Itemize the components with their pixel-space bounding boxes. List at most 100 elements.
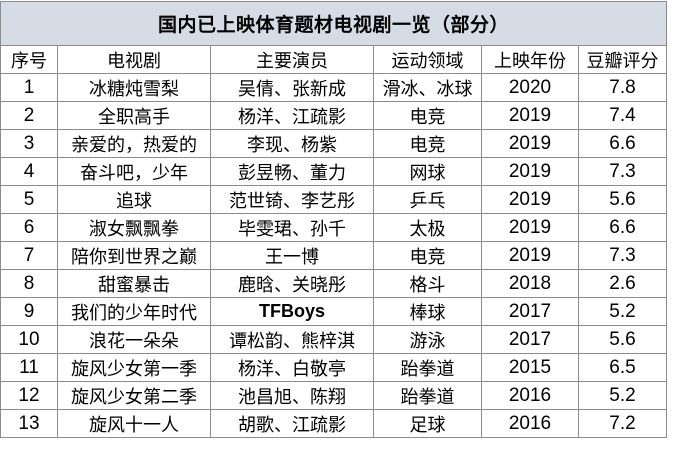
cell-rating[interactable]: 7.2: [578, 409, 667, 438]
cell-actors[interactable]: 胡歌、江疏影: [210, 409, 374, 438]
cell-actors[interactable]: 鹿晗、关晓彤: [210, 269, 374, 298]
header-cell-sport[interactable]: 运动领域: [373, 45, 482, 74]
table-title[interactable]: 国内已上映体育题材电视剧一览（部分）: [0, 1, 667, 46]
title-row: 国内已上映体育题材电视剧一览（部分）: [0, 1, 667, 46]
cell-rating[interactable]: 6.6: [578, 129, 667, 158]
cell-sport[interactable]: 游泳: [373, 325, 482, 354]
cell-drama[interactable]: 奋斗吧，少年: [57, 157, 211, 186]
cell-year[interactable]: 2019: [481, 101, 579, 130]
header-cell-drama[interactable]: 电视剧: [57, 45, 211, 74]
table-row: 5 追球 范世锜、李艺彤 乒乓 2019 5.6: [0, 185, 667, 214]
cell-drama[interactable]: 旋风十一人: [57, 409, 211, 438]
cell-no[interactable]: 6: [0, 213, 58, 242]
cell-sport[interactable]: 电竞: [373, 129, 482, 158]
table-row: 4 奋斗吧，少年 彭昱畅、董力 网球 2019 7.3: [0, 157, 667, 186]
cell-rating[interactable]: 5.2: [578, 381, 667, 410]
cell-drama[interactable]: 冰糖炖雪梨: [57, 73, 211, 102]
header-cell-year[interactable]: 上映年份: [481, 45, 579, 74]
cell-no[interactable]: 9: [0, 297, 58, 326]
cell-actors[interactable]: 杨洋、白敬亭: [210, 353, 374, 382]
cell-drama[interactable]: 淑女飘飘拳: [57, 213, 211, 242]
table-row: 6 淑女飘飘拳 毕雯珺、孙千 太极 2019 6.6: [0, 213, 667, 242]
cell-sport[interactable]: 滑冰、冰球: [373, 73, 482, 102]
cell-no[interactable]: 10: [0, 325, 58, 354]
header-row: 序号 电视剧 主要演员 运动领域 上映年份 豆瓣评分: [0, 45, 667, 74]
cell-year[interactable]: 2019: [481, 129, 579, 158]
cell-sport[interactable]: 电竞: [373, 101, 482, 130]
cell-rating[interactable]: 5.2: [578, 297, 667, 326]
cell-actors[interactable]: 谭松韵、熊梓淇: [210, 325, 374, 354]
header-cell-rating[interactable]: 豆瓣评分: [578, 45, 667, 74]
table-row: 3 亲爱的，热爱的 李现、杨紫 电竞 2019 6.6: [0, 129, 667, 158]
cell-rating[interactable]: 5.6: [578, 185, 667, 214]
cell-no[interactable]: 13: [0, 409, 58, 438]
cell-drama[interactable]: 旋风少女第二季: [57, 381, 211, 410]
table-row: 2 全职高手 杨洋、江疏影 电竞 2019 7.4: [0, 101, 667, 130]
cell-rating[interactable]: 6.5: [578, 353, 667, 382]
cell-drama[interactable]: 陪你到世界之巅: [57, 241, 211, 270]
cell-year[interactable]: 2017: [481, 325, 579, 354]
cell-drama[interactable]: 旋风少女第一季: [57, 353, 211, 382]
header-cell-no[interactable]: 序号: [0, 45, 58, 74]
drama-table: 国内已上映体育题材电视剧一览（部分） 序号 电视剧 主要演员 运动领域 上映年份…: [0, 1, 667, 438]
cell-rating[interactable]: 7.3: [578, 241, 667, 270]
cell-year[interactable]: 2019: [481, 157, 579, 186]
cell-year[interactable]: 2019: [481, 213, 579, 242]
cell-actors[interactable]: 池昌旭、陈翔: [210, 381, 374, 410]
cell-rating[interactable]: 6.6: [578, 213, 667, 242]
cell-drama[interactable]: 全职高手: [57, 101, 211, 130]
cell-actors[interactable]: TFBoys: [210, 297, 374, 326]
cell-year[interactable]: 2016: [481, 381, 579, 410]
cell-actors[interactable]: 毕雯珺、孙千: [210, 213, 374, 242]
cell-no[interactable]: 11: [0, 353, 58, 382]
cell-rating[interactable]: 7.8: [578, 73, 667, 102]
cell-actors[interactable]: 吴倩、张新成: [210, 73, 374, 102]
cell-year[interactable]: 2017: [481, 297, 579, 326]
cell-no[interactable]: 2: [0, 101, 58, 130]
table-row: 8 甜蜜暴击 鹿晗、关晓彤 格斗 2018 2.6: [0, 269, 667, 298]
cell-sport[interactable]: 电竞: [373, 241, 482, 270]
cell-sport[interactable]: 乒乓: [373, 185, 482, 214]
table-row: 7 陪你到世界之巅 王一博 电竞 2019 7.3: [0, 241, 667, 270]
cell-sport[interactable]: 格斗: [373, 269, 482, 298]
cell-year[interactable]: 2019: [481, 185, 579, 214]
cell-drama[interactable]: 追球: [57, 185, 211, 214]
cell-sport[interactable]: 足球: [373, 409, 482, 438]
cell-rating[interactable]: 5.6: [578, 325, 667, 354]
cell-drama[interactable]: 浪花一朵朵: [57, 325, 211, 354]
table-row: 13 旋风十一人 胡歌、江疏影 足球 2016 7.2: [0, 409, 667, 438]
cell-rating[interactable]: 7.4: [578, 101, 667, 130]
cell-no[interactable]: 5: [0, 185, 58, 214]
cell-drama[interactable]: 我们的少年时代: [57, 297, 211, 326]
table-row: 10 浪花一朵朵 谭松韵、熊梓淇 游泳 2017 5.6: [0, 325, 667, 354]
table-row: 11 旋风少女第一季 杨洋、白敬亭 跆拳道 2015 6.5: [0, 353, 667, 382]
cell-drama[interactable]: 亲爱的，热爱的: [57, 129, 211, 158]
cell-sport[interactable]: 棒球: [373, 297, 482, 326]
cell-year[interactable]: 2015: [481, 353, 579, 382]
cell-year[interactable]: 2020: [481, 73, 579, 102]
cell-rating[interactable]: 2.6: [578, 269, 667, 298]
cell-rating[interactable]: 7.3: [578, 157, 667, 186]
cell-no[interactable]: 8: [0, 269, 58, 298]
cell-actors[interactable]: 范世锜、李艺彤: [210, 185, 374, 214]
cell-actors[interactable]: 杨洋、江疏影: [210, 101, 374, 130]
cell-year[interactable]: 2016: [481, 409, 579, 438]
cell-year[interactable]: 2019: [481, 241, 579, 270]
cell-no[interactable]: 4: [0, 157, 58, 186]
cell-sport[interactable]: 太极: [373, 213, 482, 242]
header-cell-actors[interactable]: 主要演员: [210, 45, 374, 74]
table-row: 1 冰糖炖雪梨 吴倩、张新成 滑冰、冰球 2020 7.8: [0, 73, 667, 102]
cell-no[interactable]: 3: [0, 129, 58, 158]
cell-sport[interactable]: 跆拳道: [373, 353, 482, 382]
cell-year[interactable]: 2018: [481, 269, 579, 298]
cell-no[interactable]: 12: [0, 381, 58, 410]
cell-actors[interactable]: 彭昱畅、董力: [210, 157, 374, 186]
cell-no[interactable]: 7: [0, 241, 58, 270]
cell-actors[interactable]: 李现、杨紫: [210, 129, 374, 158]
cell-drama[interactable]: 甜蜜暴击: [57, 269, 211, 298]
cell-sport[interactable]: 网球: [373, 157, 482, 186]
cell-actors[interactable]: 王一博: [210, 241, 374, 270]
cell-sport[interactable]: 跆拳道: [373, 381, 482, 410]
cell-no[interactable]: 1: [0, 73, 58, 102]
